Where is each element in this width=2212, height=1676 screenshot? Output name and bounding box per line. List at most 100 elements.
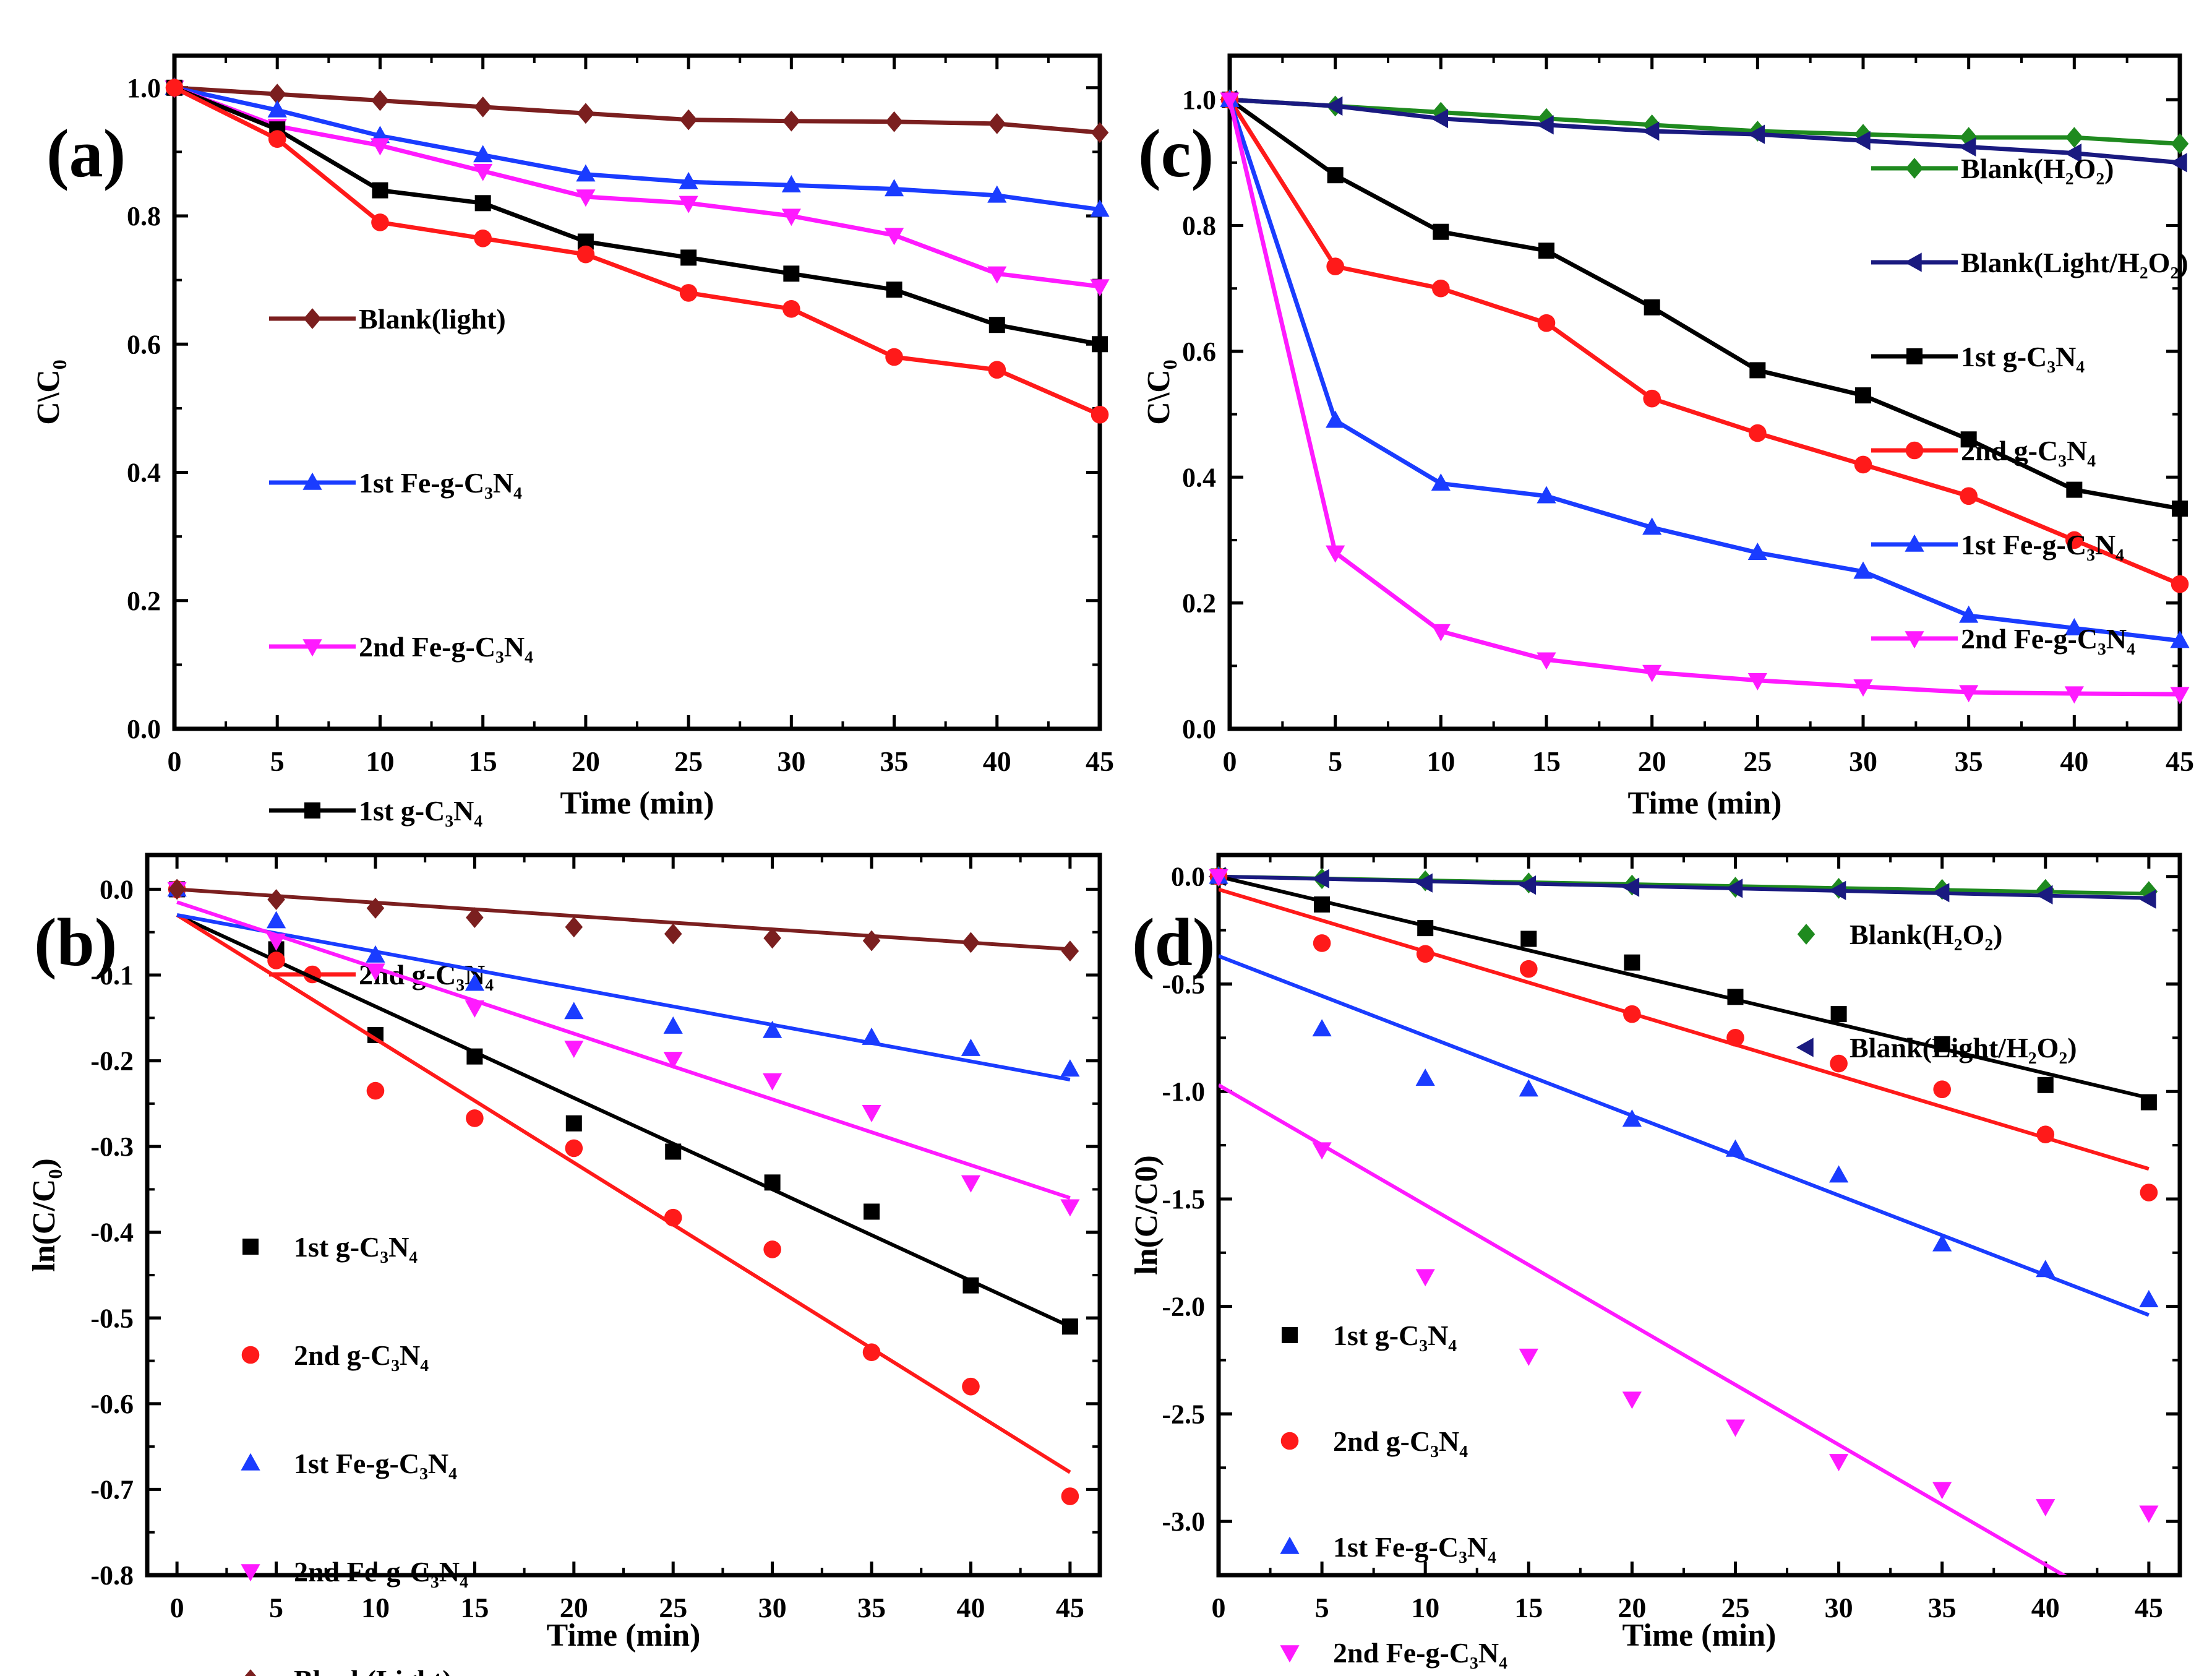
data-point xyxy=(663,1016,683,1034)
data-point xyxy=(474,230,492,247)
data-point xyxy=(1853,561,1873,579)
data-point xyxy=(165,79,184,97)
data-point xyxy=(1934,1036,1950,1052)
legend-entry: 1st g-C3N4 xyxy=(1871,341,2085,376)
data-point xyxy=(679,196,698,213)
data-point xyxy=(2138,889,2156,909)
y-tick-label: -0.3 xyxy=(90,1132,134,1162)
legend-label-part: Blank(Light/H xyxy=(1961,247,2140,278)
legend-marker xyxy=(1905,631,1924,649)
x-tick-label: 25 xyxy=(659,1592,687,1623)
x-tick-label: 20 xyxy=(572,746,600,777)
data-point xyxy=(1061,1487,1079,1505)
y-tick-label: -0.2 xyxy=(90,1046,134,1077)
data-point xyxy=(884,179,904,197)
data-point xyxy=(576,164,596,182)
legend-label-part: 3 xyxy=(2086,545,2095,564)
legend-marker xyxy=(241,1346,260,1364)
legend-marker xyxy=(1280,1432,1299,1450)
data-point xyxy=(1312,1019,1332,1037)
x-tick-label: 10 xyxy=(366,746,394,777)
legend-label-part: O xyxy=(1963,919,1985,950)
data-point xyxy=(371,213,389,231)
panel-c: 0 5 10 15 20 25 30 35 40 450.00.20.40.60.81.0Time… xyxy=(1138,53,2194,821)
series-1st-fe-g-c3n4 xyxy=(1220,89,2190,648)
series-line xyxy=(1227,99,2180,697)
data-point xyxy=(267,100,287,118)
data-point xyxy=(1327,167,1344,184)
series-line xyxy=(174,85,1100,212)
panel-label: (b) xyxy=(34,905,117,980)
series-2nd-fe-g-c3n4 xyxy=(1220,92,2190,705)
legend-marker xyxy=(1282,1327,1298,1343)
data-point xyxy=(1220,92,1240,110)
legend-entry: 2nd Fe-g-C3N4 xyxy=(1280,1637,1507,1672)
data-point xyxy=(679,109,698,131)
legend-marker xyxy=(1280,1536,1300,1554)
legend-label-part: 3 xyxy=(1419,1336,1428,1355)
data-point xyxy=(1642,121,1660,141)
legend-label: 1st Fe-g-C3N4 xyxy=(1333,1531,1496,1566)
data-point xyxy=(680,249,697,266)
legend-label-part: O xyxy=(2074,153,2096,184)
y-axis-label-base: C\C xyxy=(1141,369,1177,425)
y-tick-label: -1.5 xyxy=(1162,1184,1205,1214)
data-point xyxy=(1642,664,1662,682)
data-point xyxy=(1092,336,1108,353)
data-point xyxy=(665,1143,682,1160)
legend-label-part: 1st Fe-g-C xyxy=(294,1448,419,1479)
data-point xyxy=(679,171,698,189)
x-tick-label: 25 xyxy=(674,746,703,777)
legend-marker xyxy=(1905,534,1924,552)
data-point xyxy=(268,84,286,105)
x-tick-label: 20 xyxy=(560,1592,588,1623)
data-point xyxy=(1061,1318,1078,1335)
series-2nd-fe-g-c3n4 xyxy=(1209,869,2159,1575)
legend-marker xyxy=(241,1564,260,1582)
legend-entry: 1st Fe-g-C3N4 xyxy=(241,1448,457,1483)
panel-d: 0 5 10 15 20 25 30 35 40 45 0.0 -0.5 -1.0 -1.5 -2.0 -2.… xyxy=(1129,853,2182,1672)
data-point xyxy=(266,933,286,951)
data-point xyxy=(2064,686,2084,704)
data-point xyxy=(961,1175,981,1193)
legend-label-part: 4 xyxy=(2116,545,2124,564)
data-point xyxy=(1643,389,1661,408)
legend-label-part: 3 xyxy=(419,1464,428,1483)
legend-entry: 2nd Fe-g-C3N4 xyxy=(269,631,533,666)
legend: Blank(H2O2)Blank(Light/H2O2)1st g-C3N42n… xyxy=(1280,919,2077,1672)
legend-marker xyxy=(302,639,322,657)
fit-line xyxy=(1219,874,2150,1100)
data-point xyxy=(2139,1289,2159,1307)
y-axis-label: C\C0 xyxy=(1141,359,1181,425)
data-point xyxy=(1326,545,1345,563)
series-2nd-fe-g-c3n4 xyxy=(167,882,1080,1217)
y-tick-label: 0.0 xyxy=(100,874,134,905)
data-point xyxy=(1749,362,1766,379)
legend-entry: 2nd g-C3N4 xyxy=(1871,435,2096,470)
data-point xyxy=(465,973,484,991)
legend-label-part: 4 xyxy=(525,647,533,666)
x-tick-label: 45 xyxy=(2166,746,2194,777)
y-tick-label: 1.0 xyxy=(127,73,161,103)
x-tick-label: 40 xyxy=(956,1592,985,1623)
data-point xyxy=(1061,940,1079,962)
legend-label-part: 4 xyxy=(1459,1442,1468,1461)
data-point xyxy=(764,1174,781,1191)
legend-label-part: Blank(H xyxy=(1961,153,2065,184)
legend-label-part: 2 xyxy=(2096,169,2104,188)
data-point xyxy=(466,907,484,929)
legend-entry: 2nd Fe-g-C3N4 xyxy=(1871,623,2135,658)
legend-label-part: 3 xyxy=(431,1572,439,1591)
data-point xyxy=(2172,501,2188,517)
legend-marker xyxy=(1904,252,1922,272)
legend-label: Blank(Light/H2O2) xyxy=(1961,247,2188,282)
legend-label-part: N xyxy=(2106,623,2127,655)
legend-label-part: 3 xyxy=(445,811,453,830)
data-point xyxy=(565,1139,583,1158)
legend-label-part: N xyxy=(2067,435,2087,466)
legend-label: 1st Fe-g-C3N4 xyxy=(1961,529,2124,564)
data-point xyxy=(663,1052,683,1070)
legend-label: 2nd Fe-g-C3N4 xyxy=(359,631,533,666)
legend-entry: Blank(Light/H2O2) xyxy=(1871,247,2188,282)
